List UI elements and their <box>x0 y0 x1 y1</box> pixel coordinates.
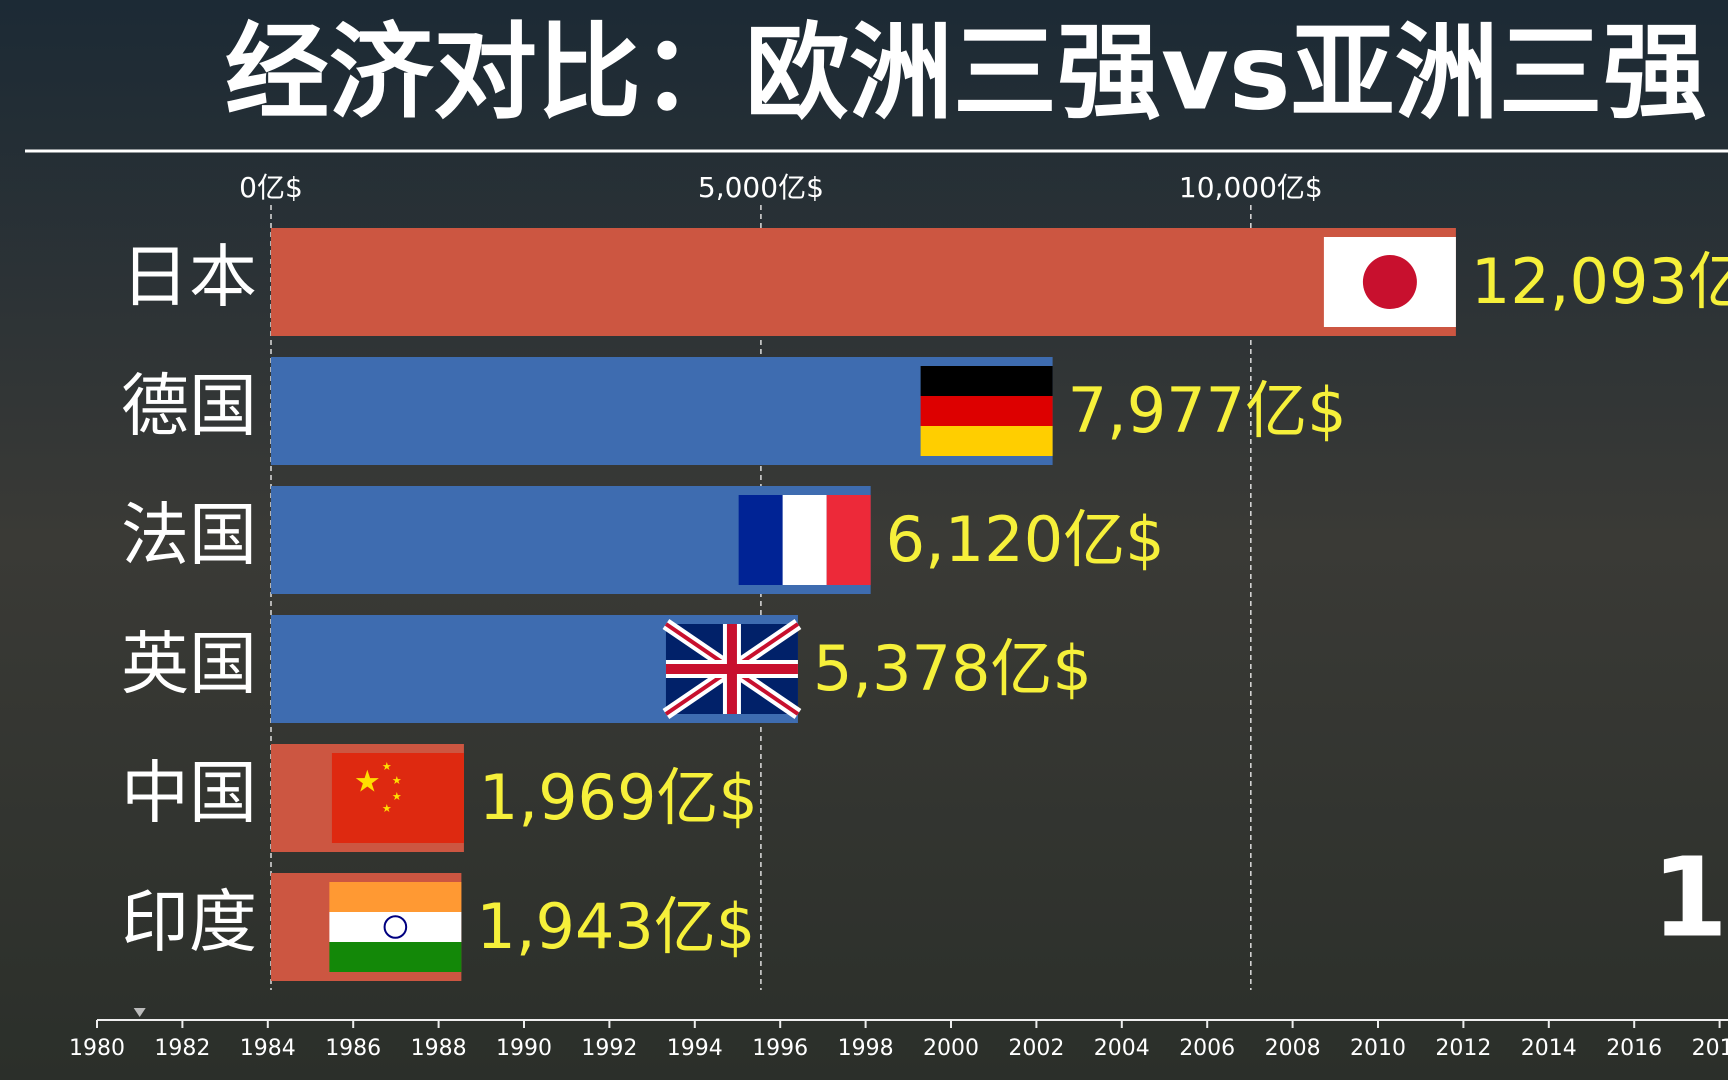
value-label: 1,943亿$ <box>476 890 755 963</box>
timeline-label: 1980 <box>69 1036 125 1061</box>
flag-stripe <box>782 495 827 585</box>
flag-cross <box>665 624 798 714</box>
bar <box>271 228 1456 336</box>
x-tick-label: 5,000亿$ <box>698 171 824 204</box>
timeline-label: 1986 <box>325 1036 381 1061</box>
flag-stripe <box>920 366 1053 396</box>
timeline-label: 1994 <box>667 1036 723 1061</box>
flag-stripe <box>329 942 462 972</box>
timeline-label: 2000 <box>923 1036 979 1061</box>
timeline-label: 2012 <box>1435 1036 1491 1061</box>
timeline-label: 2006 <box>1179 1036 1235 1061</box>
year-label: 19 <box>1651 833 1728 961</box>
value-label: 6,120亿$ <box>886 503 1165 576</box>
timeline-label: 1990 <box>496 1036 552 1061</box>
flag-stripe <box>920 426 1053 456</box>
flag-star: ★ <box>392 790 402 803</box>
flag-star: ★ <box>392 774 402 787</box>
category-label: 日本 <box>121 239 257 318</box>
flag-stripe <box>738 495 783 585</box>
flag <box>662 619 802 719</box>
value-label: 1,969亿$ <box>479 761 758 834</box>
flag-stripe <box>920 396 1053 426</box>
flag-star: ★ <box>354 765 381 800</box>
flag-disc <box>1362 255 1417 309</box>
flag-star: ★ <box>382 760 392 773</box>
value-label: 12,093亿$ <box>1471 245 1728 318</box>
timeline-label: 2010 <box>1350 1036 1406 1061</box>
flag-stripe <box>329 882 462 912</box>
category-label: 德国 <box>121 368 257 447</box>
flag-stripe <box>826 495 871 585</box>
timeline-label: 1984 <box>240 1036 296 1061</box>
flag <box>920 366 1053 456</box>
timeline-label: 1988 <box>411 1036 467 1061</box>
x-tick-label: 0亿$ <box>239 171 303 204</box>
flag <box>738 495 871 585</box>
x-tick-label: 10,000亿$ <box>1179 171 1323 204</box>
timeline-label: 2014 <box>1521 1036 1577 1061</box>
flag-field <box>331 753 464 843</box>
timeline-label: 1982 <box>154 1036 210 1061</box>
timeline-label: 1992 <box>581 1036 637 1061</box>
flag-star: ★ <box>382 802 392 815</box>
timeline-label: 1996 <box>752 1036 808 1061</box>
value-label: 5,378亿$ <box>813 632 1092 705</box>
flag <box>329 882 462 972</box>
category-label: 法国 <box>121 497 257 576</box>
timeline-label: 2002 <box>1008 1036 1064 1061</box>
flag: ★ ★★★★ <box>331 753 464 843</box>
timeline-label: 1998 <box>838 1036 894 1061</box>
flag-wheel <box>383 915 408 939</box>
timeline-label: 2004 <box>1094 1036 1150 1061</box>
timeline-label: 2016 <box>1606 1036 1662 1061</box>
timeline-label: 2018 <box>1692 1036 1728 1061</box>
chart-title: 经济对比：欧洲三强vs亚洲三强 <box>225 11 1707 133</box>
timeline-marker <box>133 1008 146 1017</box>
timeline-label: 2008 <box>1265 1036 1321 1061</box>
category-label: 英国 <box>121 626 257 705</box>
value-label: 7,977亿$ <box>1068 374 1347 447</box>
category-label: 印度 <box>121 884 257 963</box>
flag <box>1323 237 1456 327</box>
category-label: 中国 <box>121 755 257 834</box>
